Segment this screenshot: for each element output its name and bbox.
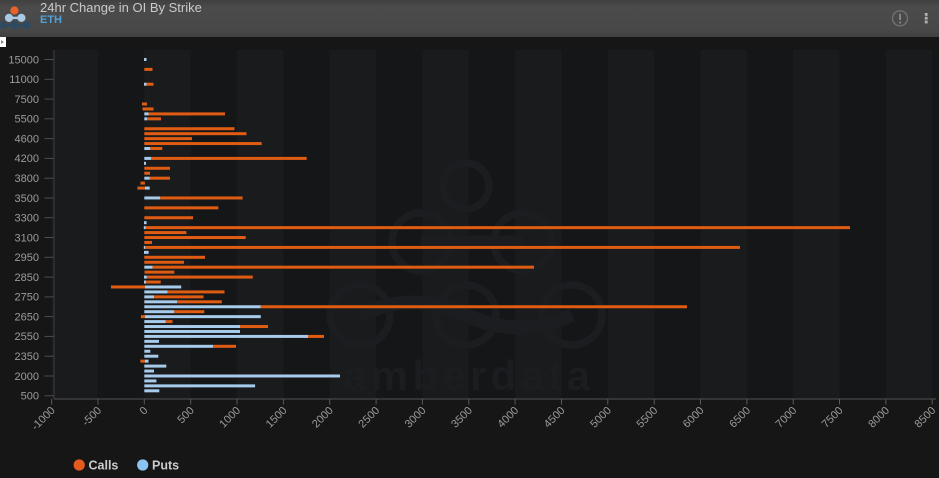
svg-text:1000: 1000 <box>217 405 243 431</box>
svg-text:3000: 3000 <box>403 405 429 431</box>
svg-text:2650: 2650 <box>15 311 39 323</box>
svg-text:2950: 2950 <box>15 252 39 264</box>
svg-text:3500: 3500 <box>15 193 39 205</box>
svg-text:5500: 5500 <box>15 114 39 126</box>
svg-text:2850: 2850 <box>15 272 39 284</box>
svg-text:5000: 5000 <box>588 405 614 431</box>
svg-text:2750: 2750 <box>15 292 39 304</box>
svg-text:2000: 2000 <box>15 371 39 383</box>
svg-text:3300: 3300 <box>15 213 39 225</box>
svg-text:2350: 2350 <box>15 351 39 363</box>
svg-text:500: 500 <box>21 391 39 403</box>
svg-text:4500: 4500 <box>542 405 568 431</box>
svg-text:500: 500 <box>175 405 196 426</box>
svg-text:3800: 3800 <box>15 173 39 185</box>
svg-text:-1000: -1000 <box>29 405 57 433</box>
svg-text:8500: 8500 <box>913 405 939 431</box>
svg-text:6000: 6000 <box>681 405 707 431</box>
svg-text:11000: 11000 <box>9 74 39 86</box>
svg-text:1500: 1500 <box>264 405 290 431</box>
svg-text:Calls: Calls <box>89 458 119 472</box>
svg-text:3500: 3500 <box>449 405 475 431</box>
svg-text:-500: -500 <box>80 405 104 429</box>
svg-text:2550: 2550 <box>15 331 39 343</box>
svg-text:4200: 4200 <box>15 153 39 165</box>
svg-text:4600: 4600 <box>15 133 39 145</box>
svg-text:0: 0 <box>138 405 151 418</box>
svg-text:4000: 4000 <box>495 405 521 431</box>
svg-text:7500: 7500 <box>820 405 846 431</box>
svg-text:3100: 3100 <box>15 232 39 244</box>
svg-text:15000: 15000 <box>8 54 39 66</box>
svg-text:amberdata: amberdata <box>343 352 591 399</box>
svg-text:2000: 2000 <box>310 405 336 431</box>
svg-text:5500: 5500 <box>635 405 661 431</box>
svg-text:6500: 6500 <box>727 405 753 431</box>
svg-text:2500: 2500 <box>356 405 382 431</box>
svg-text:7000: 7000 <box>774 405 800 431</box>
svg-text:8000: 8000 <box>866 405 892 431</box>
svg-text:7500: 7500 <box>15 94 39 106</box>
svg-text:Puts: Puts <box>152 458 179 472</box>
